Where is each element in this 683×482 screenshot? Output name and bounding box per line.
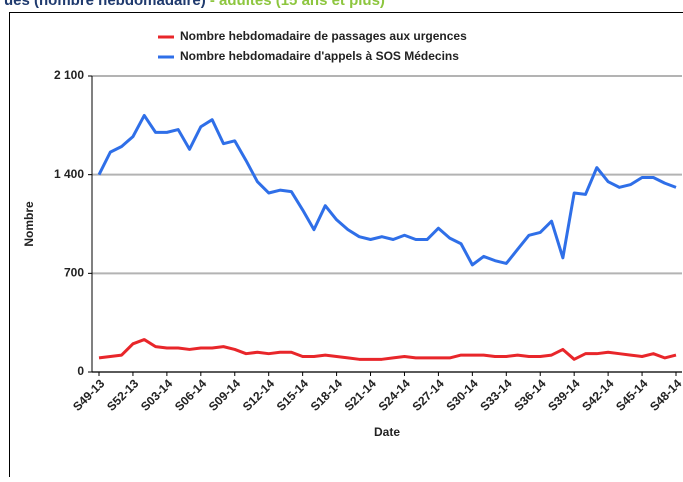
chart-title: ues (nombre hebdomadaire) xyxy=(4,0,206,9)
y-tick-label: 2 100 xyxy=(54,68,84,82)
chart-title-group: ues (nombre hebdomadaire) - adultes (15 … xyxy=(4,0,385,9)
data-line xyxy=(99,340,676,360)
x-axis-label: Date xyxy=(374,425,400,439)
x-tick-label: S45-14 xyxy=(613,376,650,413)
x-tick-label: S12-14 xyxy=(240,376,277,413)
x-tick-label: S42-14 xyxy=(579,376,616,413)
x-tick-label: S39-14 xyxy=(545,376,582,413)
x-tick-label: S49-13 xyxy=(70,376,107,413)
y-tick-label: 700 xyxy=(64,266,84,280)
x-tick-label: S06-14 xyxy=(172,376,209,413)
legend-label: Nombre hebdomadaire d'appels à SOS Médec… xyxy=(180,49,459,63)
data-line xyxy=(99,115,676,264)
x-tick-label: S21-14 xyxy=(342,376,379,413)
x-tick-label: S27-14 xyxy=(410,376,447,413)
y-tick-label: 1 400 xyxy=(54,167,84,181)
y-axis-label: Nombre xyxy=(22,201,36,247)
x-tick-label: S24-14 xyxy=(376,376,413,413)
x-tick-label: S52-13 xyxy=(104,376,141,413)
x-tick-label: S15-14 xyxy=(274,376,311,413)
x-tick-label: S18-14 xyxy=(308,376,345,413)
x-tick-label: S36-14 xyxy=(511,376,548,413)
y-tick-label: 0 xyxy=(77,364,84,378)
x-tick-label: S30-14 xyxy=(443,376,480,413)
chart-subtitle: - adultes (15 ans et plus) xyxy=(210,0,385,9)
x-tick-label: S33-14 xyxy=(477,376,514,413)
x-tick-label: S09-14 xyxy=(206,376,243,413)
x-tick-label: S03-14 xyxy=(138,376,175,413)
x-tick-label: S48-14 xyxy=(647,376,683,413)
legend-label: Nombre hebdomadaire de passages aux urge… xyxy=(180,29,467,43)
